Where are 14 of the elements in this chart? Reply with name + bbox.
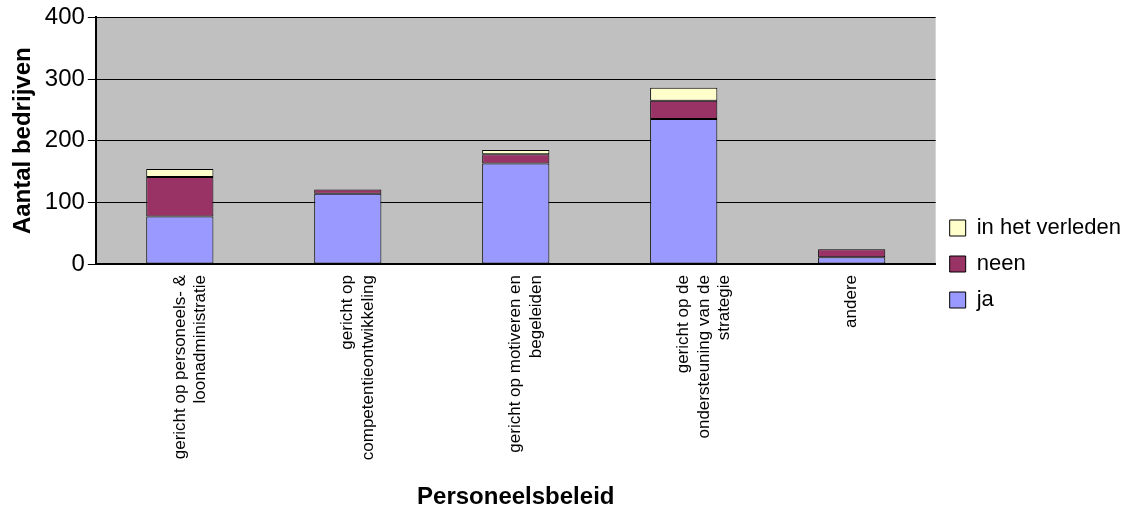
legend-label: ja — [975, 286, 995, 312]
y-tick-label: 200 — [44, 125, 85, 153]
y-axis-title: Aantal bedrijven — [8, 47, 36, 235]
legend-label: neen — [976, 250, 1026, 276]
y-tick-label: 100 — [44, 186, 85, 214]
y-tick-label: 0 — [71, 248, 85, 276]
x-tick-label: gericht op personeels- & loonadministratie — [169, 274, 209, 460]
x-tick-label: gericht op motiveren en begeleiden — [505, 275, 545, 453]
y-tick-label: 400 — [44, 2, 85, 30]
legend-label: in het verleden — [976, 214, 1122, 240]
x-tick-label: andere — [841, 275, 861, 328]
x-axis-title: Personeelsbeleid — [417, 482, 615, 510]
y-tick-label: 300 — [44, 63, 85, 91]
x-tick-label: gericht op de ondersteuning van de strategie — [673, 275, 734, 439]
